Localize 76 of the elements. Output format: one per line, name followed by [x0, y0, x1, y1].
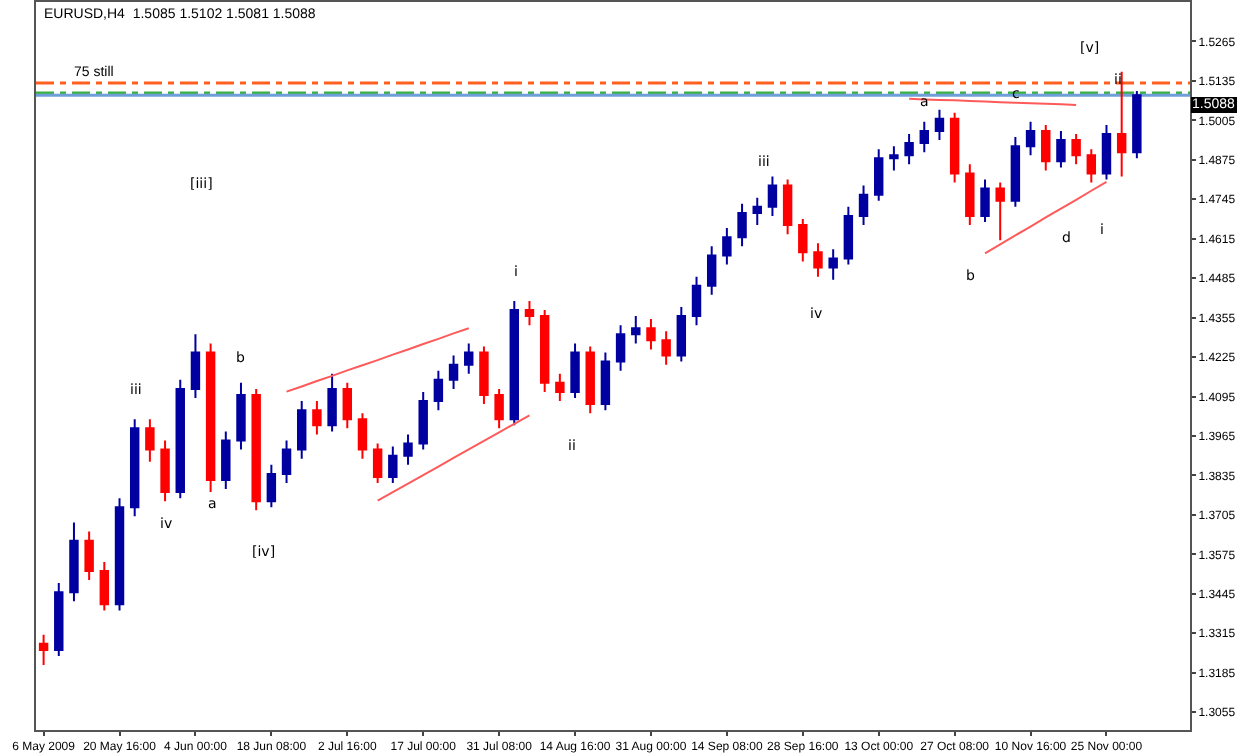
candlestick — [129, 418, 140, 518]
candlestick — [69, 521, 79, 603]
candlestick — [600, 351, 611, 412]
candlestick — [661, 330, 671, 366]
candlestick — [980, 178, 990, 223]
candlestick — [251, 387, 261, 512]
candlestick — [524, 299, 535, 327]
candlestick — [297, 400, 307, 460]
candlestick — [464, 342, 474, 375]
candlestick — [706, 245, 717, 296]
candlestick — [236, 381, 246, 451]
candlestick — [1071, 133, 1081, 166]
line-series — [984, 180, 1108, 255]
candlestick — [828, 248, 838, 281]
candlestick — [874, 148, 884, 202]
candlestick — [281, 439, 292, 484]
candlestick — [691, 275, 702, 327]
candlestick — [327, 372, 337, 433]
candlestick — [509, 299, 520, 427]
candlestick — [965, 163, 975, 227]
line-series — [285, 327, 470, 393]
candlestick — [312, 400, 322, 436]
candlestick — [342, 381, 352, 430]
candlestick — [84, 530, 94, 582]
candlestick — [114, 497, 125, 612]
candlestick — [1041, 123, 1051, 172]
candlestick — [570, 342, 580, 400]
candlestick — [539, 309, 550, 393]
candlestick — [221, 430, 231, 491]
candlestick — [1086, 148, 1097, 184]
candlestick — [448, 354, 459, 390]
candlestick — [615, 324, 626, 372]
candlestick — [631, 315, 641, 345]
candlestick — [1101, 123, 1112, 181]
candlestick — [843, 205, 854, 266]
candlestick — [585, 345, 595, 415]
candlestick — [372, 442, 383, 484]
candlestick — [904, 133, 914, 166]
candlestick — [752, 196, 762, 227]
candlestick — [995, 181, 1005, 242]
candlestick — [646, 318, 656, 351]
candlestick — [205, 342, 216, 494]
candlestick — [99, 560, 110, 612]
candlestick — [934, 108, 945, 142]
candlestick — [479, 345, 489, 406]
candlestick — [433, 369, 444, 412]
candlestick — [175, 378, 185, 500]
candlestick — [403, 433, 413, 466]
candlestick — [266, 463, 277, 509]
candlestick — [388, 445, 398, 484]
candlestick — [38, 633, 49, 667]
candlestick — [160, 439, 170, 503]
candlestick — [782, 178, 793, 236]
candlestick — [722, 227, 732, 266]
candlestick — [145, 418, 155, 463]
candlestick — [813, 242, 823, 278]
candlestick — [1025, 120, 1036, 157]
candlestick — [767, 175, 778, 217]
candlestick — [1010, 136, 1021, 208]
line-series — [376, 414, 531, 502]
candlestick — [949, 111, 960, 184]
candlestick — [54, 582, 64, 657]
candlestick — [1056, 129, 1066, 169]
candlestick — [357, 412, 368, 460]
candlestick — [418, 390, 428, 451]
candlestick — [858, 184, 869, 227]
candlestick — [919, 120, 929, 154]
candlestick — [676, 305, 687, 363]
candlestick — [494, 387, 504, 430]
candlestick — [798, 217, 808, 263]
candlestick — [889, 145, 899, 172]
candlestick — [555, 372, 565, 403]
candlestick — [1132, 89, 1142, 160]
candlestick — [1116, 70, 1127, 178]
candlestick — [737, 202, 747, 248]
candlestick — [190, 333, 201, 400]
